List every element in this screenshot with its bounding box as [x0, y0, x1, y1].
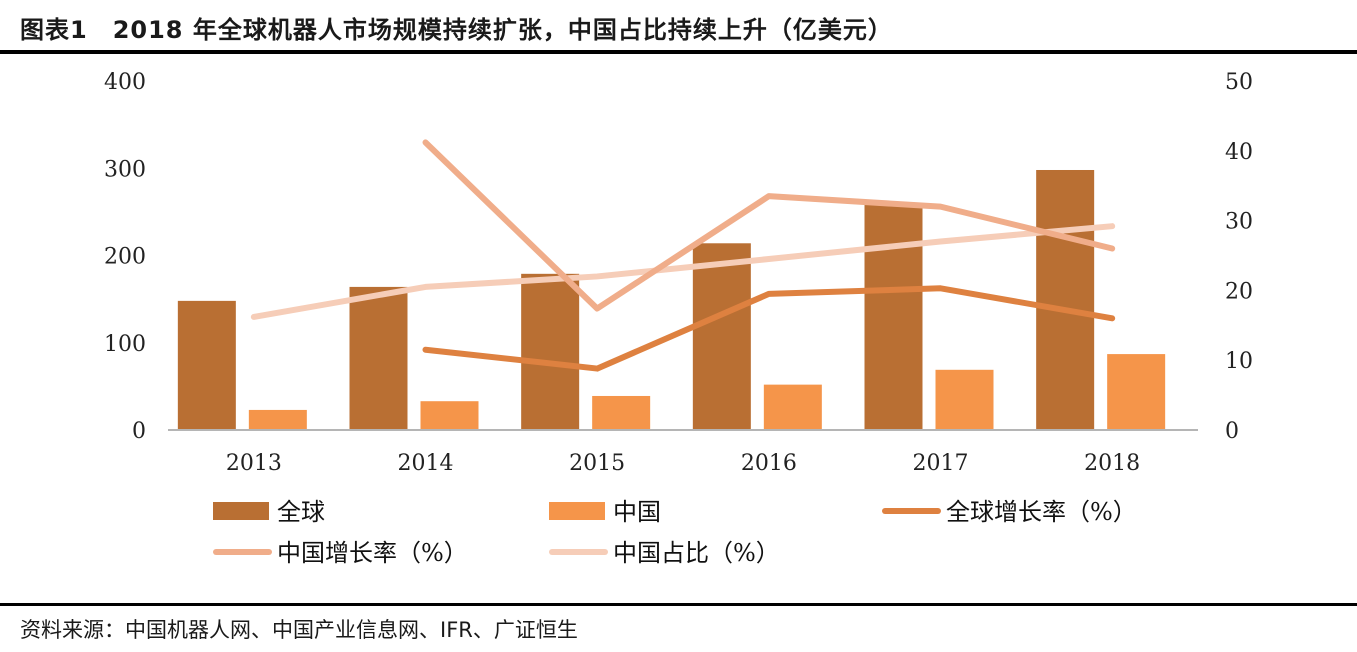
right-tick-label: 10: [1225, 349, 1253, 374]
right-tick-label: 0: [1225, 419, 1239, 444]
figure-header: 图表1 2018 年全球机器人市场规模持续扩张，中国占比持续上升（亿美元）: [0, 0, 1357, 50]
left-tick-label: 400: [104, 70, 146, 95]
china-growth-line: [422, 139, 1116, 312]
bar-global-2017: [864, 204, 923, 430]
global-growth-line: [422, 285, 1116, 372]
legend-global-swatch: [213, 502, 269, 520]
left-tick-label: 300: [104, 157, 146, 182]
right-tick-label: 50: [1225, 70, 1253, 95]
x-tick-label: 2014: [398, 451, 454, 476]
legend-global-growth-label: 全球增长率（%）: [946, 498, 1137, 526]
x-tick-label: 2018: [1084, 451, 1140, 476]
bar-global-2015: [521, 273, 580, 430]
legend: 全球 中国 全球增长率（%） 中国增长率（%） 中国占比（%）: [213, 498, 1137, 567]
bars-layer: [177, 169, 1166, 430]
left-tick-label: 200: [104, 245, 146, 270]
legend-china-share-label: 中国占比（%）: [613, 539, 780, 567]
right-axis-ticks: 0 10 20 30 40 50: [1225, 70, 1253, 444]
bar-china-2017: [935, 369, 994, 430]
source-note: 资料来源：中国机器人网、中国产业信息网、IFR、广证恒生: [20, 618, 578, 642]
bar-global-2013: [177, 300, 236, 430]
x-tick-label: 2016: [741, 451, 797, 476]
right-tick-label: 40: [1225, 140, 1253, 165]
bar-global-2018: [1036, 169, 1095, 430]
left-tick-label: 0: [132, 419, 146, 444]
bar-china-2014: [420, 401, 479, 430]
x-axis-ticks: 2013 2014 2015 2016 2017 2018: [226, 451, 1140, 476]
legend-china-label: 中国: [613, 498, 661, 526]
bar-china-2013: [248, 409, 307, 430]
right-tick-label: 30: [1225, 210, 1253, 235]
legend-china-growth-label: 中国增长率（%）: [277, 539, 468, 567]
left-tick-label: 100: [104, 332, 146, 357]
lines-layer: [250, 139, 1116, 372]
bottom-rule: [0, 603, 1357, 606]
china-share-line: [250, 223, 1116, 320]
figure-title: 图表1 2018 年全球机器人市场规模持续扩张，中国占比持续上升（亿美元）: [20, 16, 893, 44]
top-rule: [0, 50, 1357, 54]
right-tick-label: 20: [1225, 279, 1253, 304]
bar-china-2016: [763, 384, 822, 430]
x-tick-label: 2017: [913, 451, 969, 476]
bar-global-2014: [349, 286, 408, 430]
legend-china-swatch: [549, 502, 605, 520]
bar-china-2015: [592, 395, 651, 430]
legend-global-label: 全球: [277, 498, 325, 526]
x-tick-label: 2015: [569, 451, 625, 476]
left-axis-ticks: 0 100 200 300 400: [104, 70, 146, 444]
x-tick-label: 2013: [226, 451, 282, 476]
bar-global-2016: [692, 243, 751, 430]
bar-china-2018: [1107, 354, 1166, 430]
